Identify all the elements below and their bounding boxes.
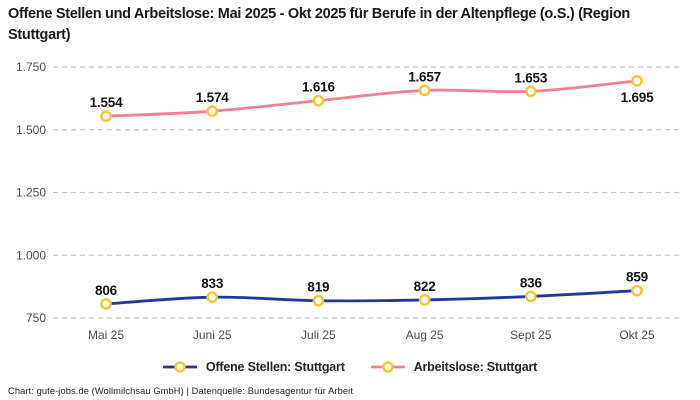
x-axis-tick-label: Mai 25 — [88, 328, 124, 342]
legend-line-marker-icon — [370, 361, 405, 373]
data-point-marker — [418, 294, 431, 306]
y-axis-tick-label: 1.500 — [16, 123, 46, 137]
data-point-label: 1.616 — [302, 80, 335, 95]
series-line — [104, 289, 639, 306]
series-line — [104, 79, 639, 118]
legend-label-arbeitslose: Arbeitslose: Stuttgart — [413, 360, 538, 374]
chart-title: Offene Stellen und Arbeitslose: Mai 2025… — [8, 6, 630, 43]
x-axis-tick-label: Aug 25 — [406, 328, 444, 342]
legend-line-marker-icon — [162, 361, 197, 373]
data-point-label: 1.653 — [514, 70, 547, 85]
chart-legend: Offene Stellen: Stuttgart Arbeitslose: S… — [0, 360, 700, 374]
legend-marker — [174, 361, 186, 373]
data-point-label: 1.657 — [408, 69, 441, 84]
data-point-marker — [100, 298, 112, 310]
data-point-marker — [525, 290, 537, 303]
data-point-label: 833 — [201, 276, 224, 291]
data-point-marker — [206, 105, 218, 117]
x-axis-tick-label: Okt 25 — [619, 328, 655, 342]
data-point-marker — [312, 94, 325, 107]
data-point-label: 1.695 — [621, 90, 654, 105]
line-chart: 750 1.000 1.250 1.500 1.750 Mai 25 Juni 25 Juli… — [16, 60, 682, 342]
data-point-marker — [312, 294, 325, 307]
data-point-marker — [631, 284, 643, 297]
chart-source: Chart: gute-jobs.de (Wollmilchsau GmbH) … — [8, 386, 353, 396]
data-point-label: 819 — [307, 280, 329, 295]
data-point-marker — [631, 75, 643, 87]
legend-marker — [381, 361, 394, 373]
legend-item-arbeitslose: Arbeitslose: Stuttgart — [370, 360, 538, 374]
y-axis-tick-label: 1.000 — [16, 248, 46, 262]
legend-label-offene-stellen: Offene Stellen: Stuttgart — [205, 360, 345, 374]
y-axis-tick-label: 750 — [26, 311, 46, 325]
data-point-marker — [100, 110, 112, 122]
x-axis-tick-label: Juni 25 — [193, 328, 232, 342]
y-axis-tick-label: 1.750 — [16, 60, 46, 74]
data-point-label: 859 — [626, 270, 648, 285]
data-point-label: 1.554 — [90, 95, 123, 110]
legend-item-offene-stellen: Offene Stellen: Stuttgart — [162, 360, 345, 374]
data-point-label: 836 — [520, 275, 543, 290]
data-point-label: 1.574 — [196, 90, 229, 105]
data-point-marker — [418, 84, 431, 97]
x-axis-tick-label: Sept 25 — [510, 328, 552, 342]
x-axis-tick-label: Juli 25 — [301, 328, 336, 342]
y-axis-tick-label: 1.250 — [16, 186, 46, 200]
data-point-marker — [206, 291, 218, 303]
data-point-marker — [525, 85, 537, 98]
data-point-label: 806 — [95, 283, 118, 298]
data-point-label: 822 — [414, 279, 436, 294]
